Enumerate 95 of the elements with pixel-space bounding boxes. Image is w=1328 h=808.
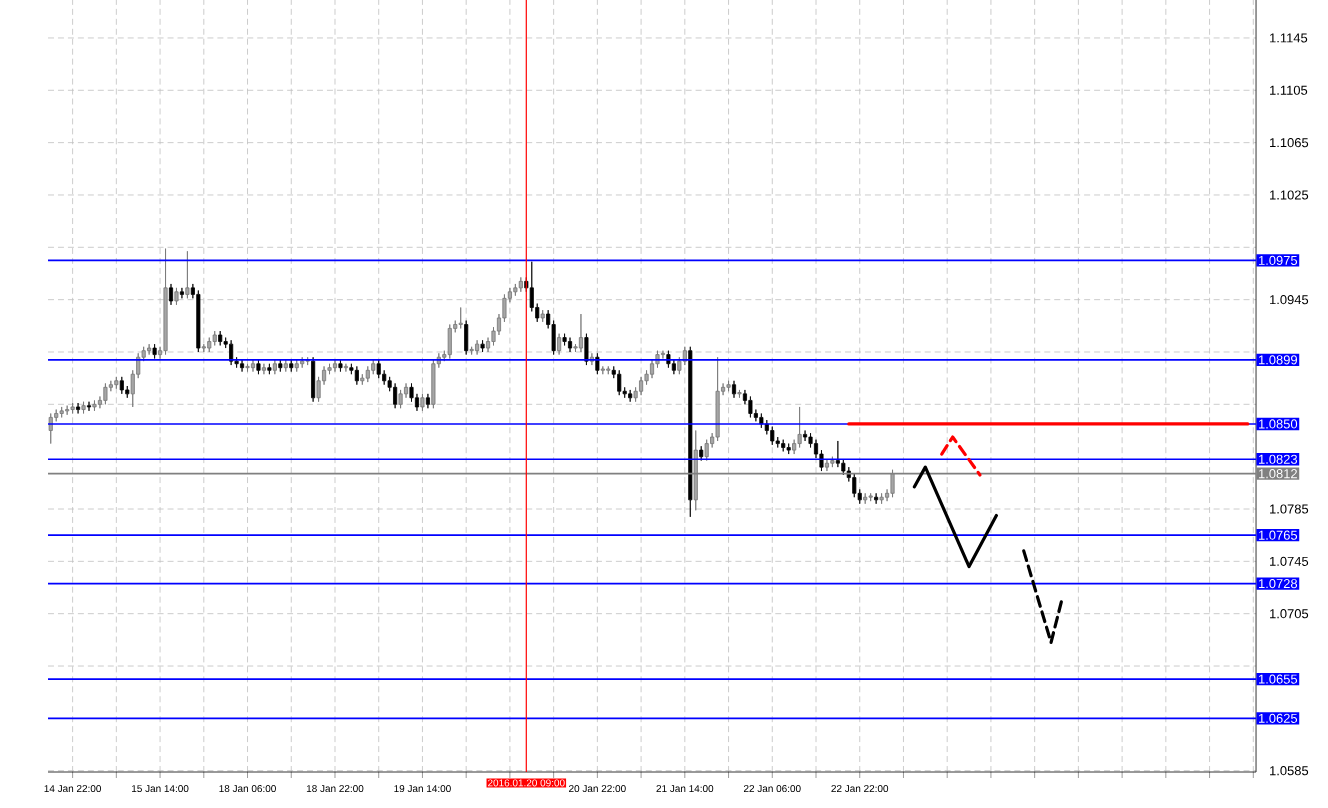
candlestick — [600, 365, 605, 375]
candlestick — [382, 369, 387, 386]
candlestick — [868, 492, 873, 502]
candlestick — [76, 402, 81, 414]
candlestick — [420, 393, 425, 412]
candlestick — [748, 396, 753, 418]
candlestick — [475, 339, 480, 355]
candlestick — [770, 426, 775, 446]
candlestick — [562, 333, 567, 346]
candlestick — [863, 492, 868, 505]
candlestick — [300, 356, 305, 369]
candlestick — [207, 337, 212, 353]
candlestick — [332, 359, 338, 373]
candlestick — [119, 376, 124, 395]
candlestick — [606, 365, 611, 375]
candlestick — [283, 359, 288, 373]
candlestick — [65, 405, 70, 416]
candlestick — [704, 439, 709, 461]
candlestick — [781, 439, 786, 452]
candlestick — [649, 359, 655, 379]
candlestick — [447, 324, 452, 359]
candlestick — [103, 382, 108, 405]
candlestick — [365, 365, 370, 383]
candlestick — [267, 363, 272, 375]
candlestick — [245, 363, 250, 373]
candlestick — [376, 359, 381, 379]
candlestick — [261, 363, 266, 375]
candlestick — [81, 401, 86, 414]
candlestick — [584, 333, 589, 366]
candlestick — [59, 406, 64, 418]
candlestick — [890, 469, 895, 498]
candlestick — [196, 290, 201, 353]
candlestick — [693, 430, 698, 511]
candlestick — [425, 393, 430, 409]
candlestick — [797, 406, 802, 448]
candlestick — [360, 373, 365, 386]
candlestick — [835, 440, 840, 468]
candlestick — [803, 430, 808, 442]
candlestick — [737, 389, 742, 399]
candlestick — [852, 473, 857, 498]
candlestick — [256, 359, 261, 375]
candlestick — [567, 337, 573, 353]
candlestick — [338, 359, 343, 373]
candlestick — [152, 343, 157, 359]
candlestick — [824, 458, 829, 472]
candlestick — [343, 363, 348, 373]
candlestick — [879, 492, 884, 505]
candlestick — [240, 359, 245, 373]
candlestick — [699, 445, 704, 461]
candlestick — [278, 359, 283, 373]
candlestick — [617, 369, 622, 396]
candlestick — [480, 339, 485, 353]
candlestick — [639, 376, 644, 396]
candlestick — [201, 343, 206, 353]
candlestick — [398, 389, 403, 409]
candlestick — [409, 382, 414, 403]
candlestick — [179, 287, 184, 299]
candlestick — [628, 389, 633, 403]
candlestick — [874, 492, 879, 505]
candlestick — [578, 313, 583, 353]
candlestick — [212, 330, 217, 346]
candlestick — [289, 359, 294, 373]
candlestick — [715, 356, 720, 442]
candlestick — [168, 283, 174, 306]
candlestick — [540, 309, 545, 323]
candlestick — [218, 330, 223, 346]
candlestick — [688, 346, 693, 518]
candlestick — [731, 380, 737, 399]
candlestick — [431, 359, 436, 409]
candlestick — [371, 359, 376, 375]
candlestick — [458, 307, 463, 329]
candlestick — [272, 359, 277, 375]
candlestick — [726, 380, 731, 392]
candlestick — [92, 400, 97, 412]
candlestick — [147, 343, 152, 355]
candlestick — [185, 250, 190, 299]
candlestick — [114, 376, 119, 390]
candlestick — [464, 320, 469, 355]
candlestick — [671, 359, 676, 375]
candlestick — [70, 402, 75, 414]
candlestick — [513, 283, 518, 297]
candlestick — [163, 248, 168, 355]
candlestick — [557, 333, 562, 355]
candlestick — [294, 359, 299, 373]
candlestick — [786, 443, 791, 455]
candlestick — [469, 346, 474, 355]
candlestick — [393, 382, 398, 409]
candlestick — [250, 359, 256, 373]
candlestick — [518, 277, 523, 293]
candlestick — [354, 365, 359, 386]
candlestick — [125, 385, 130, 399]
candlestick — [830, 456, 835, 468]
candlestick — [311, 356, 316, 403]
candlestick — [174, 287, 179, 306]
line-series — [912, 465, 998, 569]
